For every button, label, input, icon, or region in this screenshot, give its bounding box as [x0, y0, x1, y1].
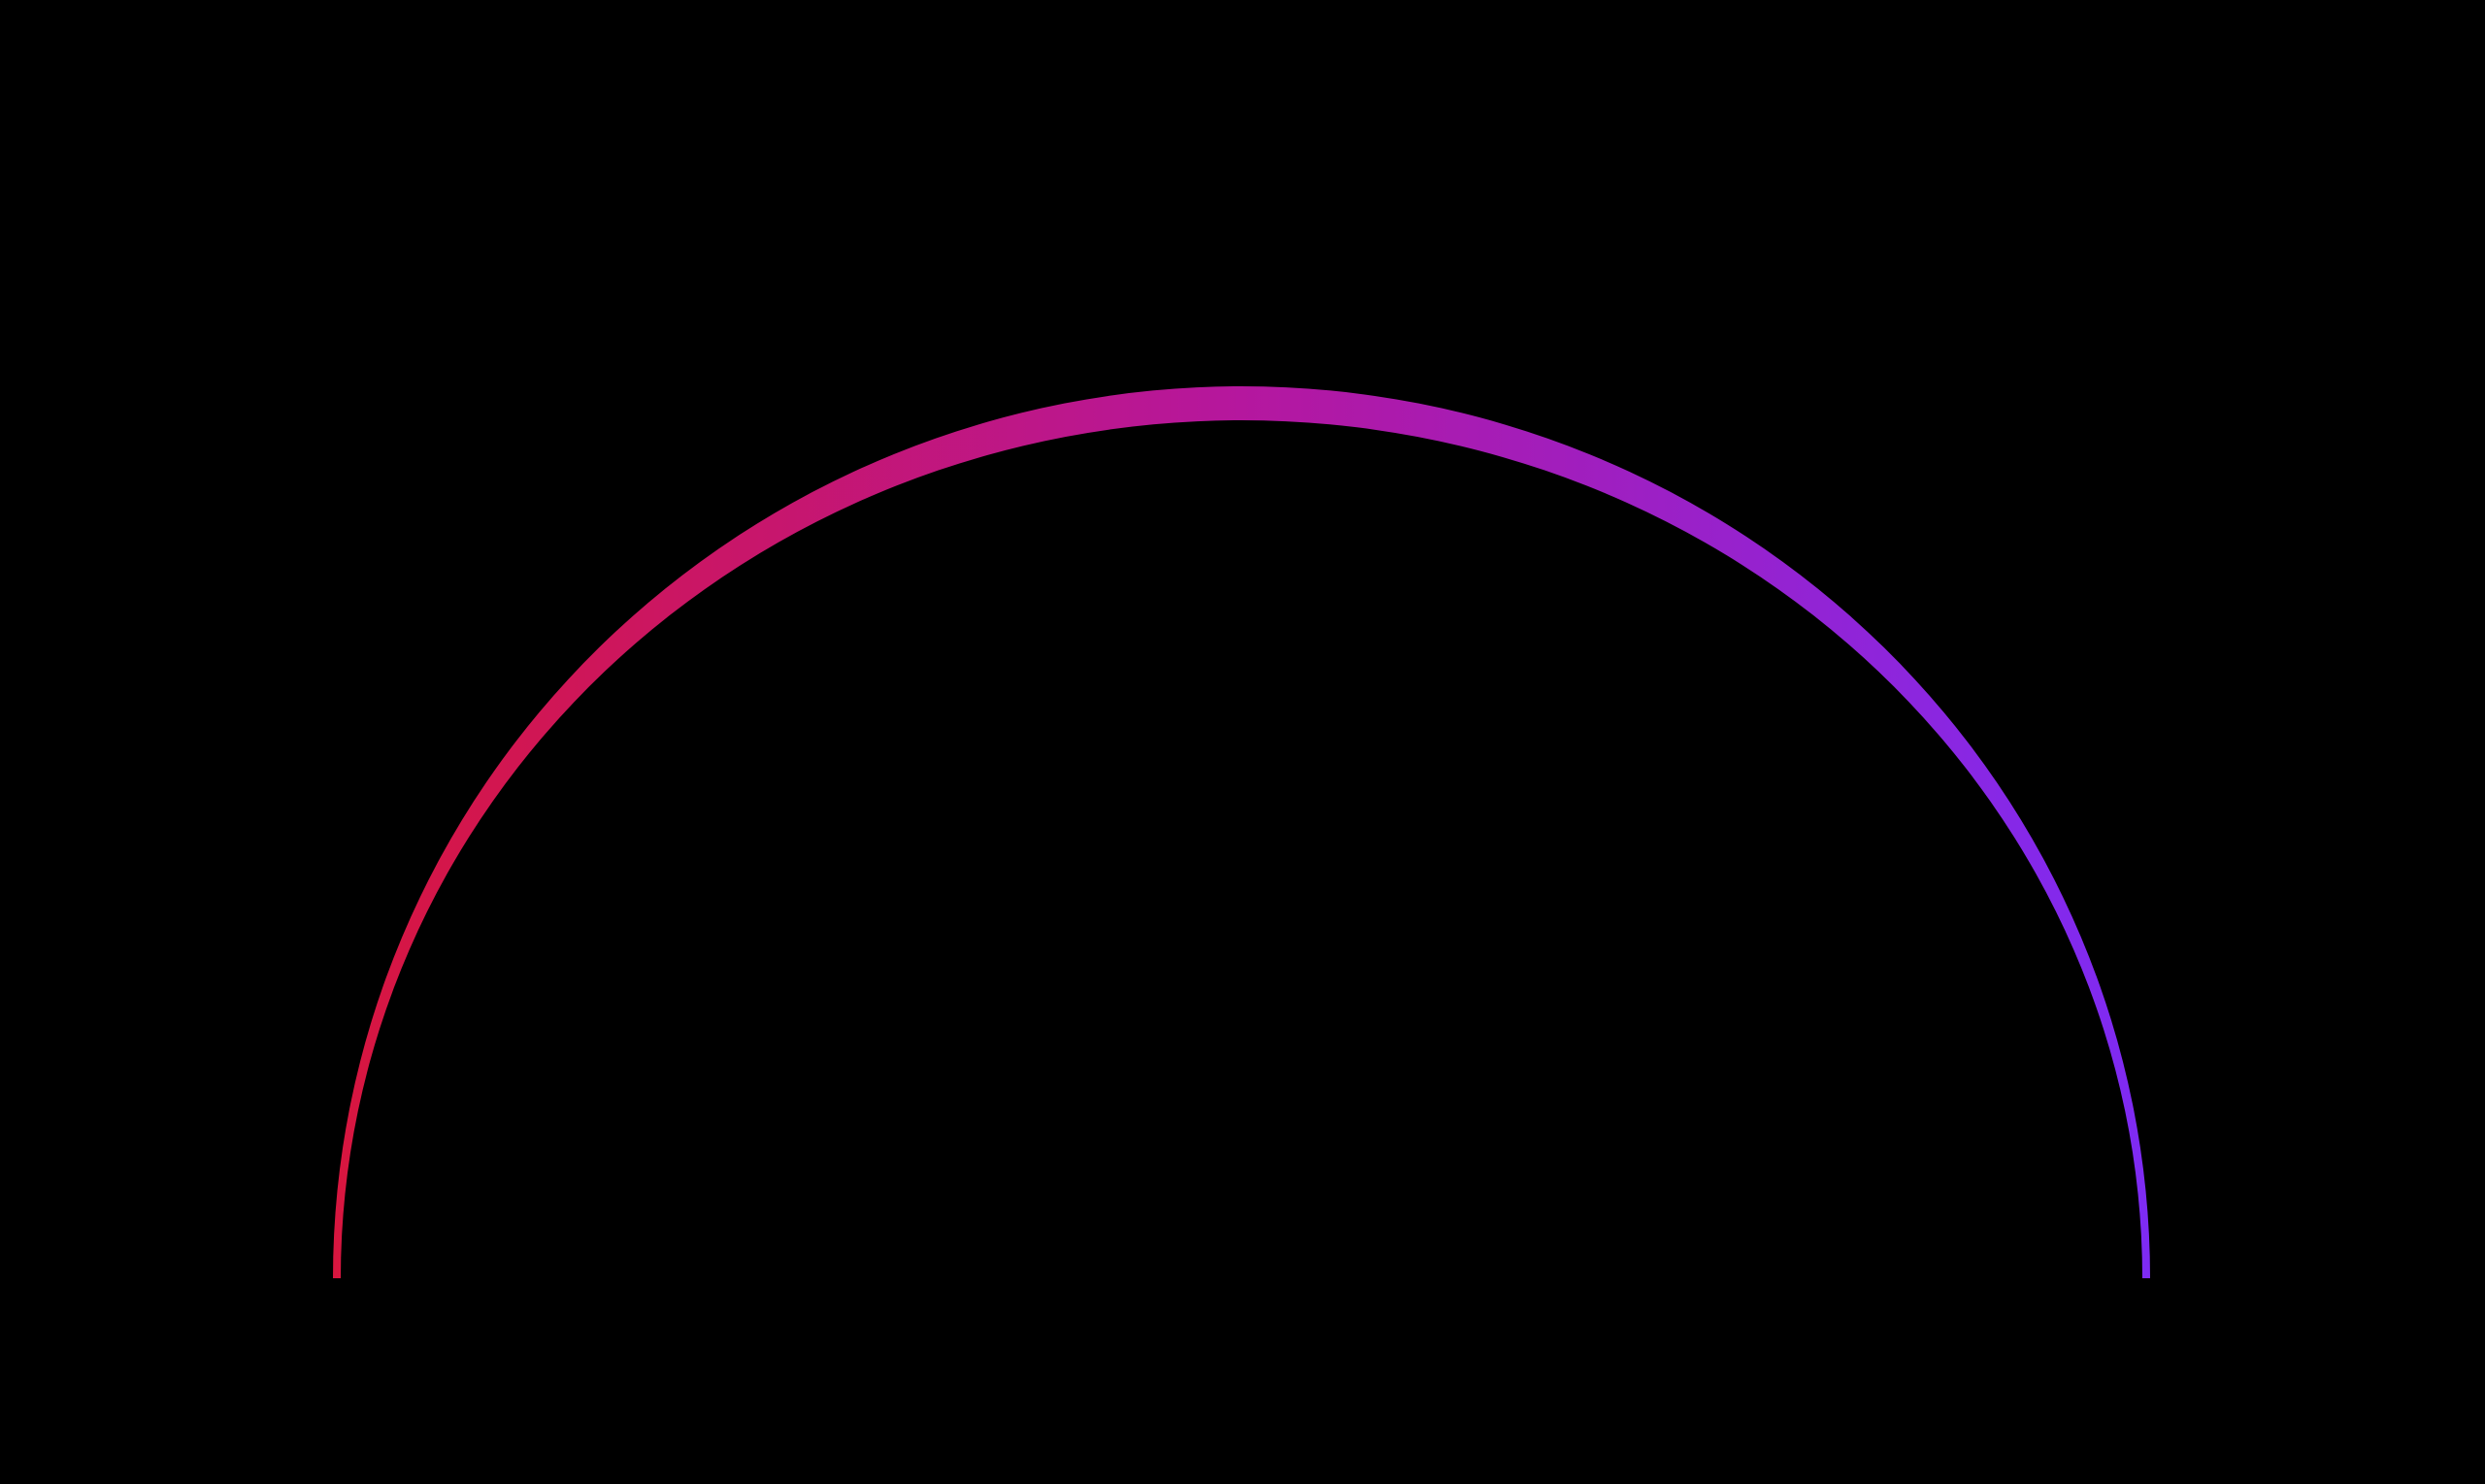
- gradient-arc-path: [333, 386, 2150, 1278]
